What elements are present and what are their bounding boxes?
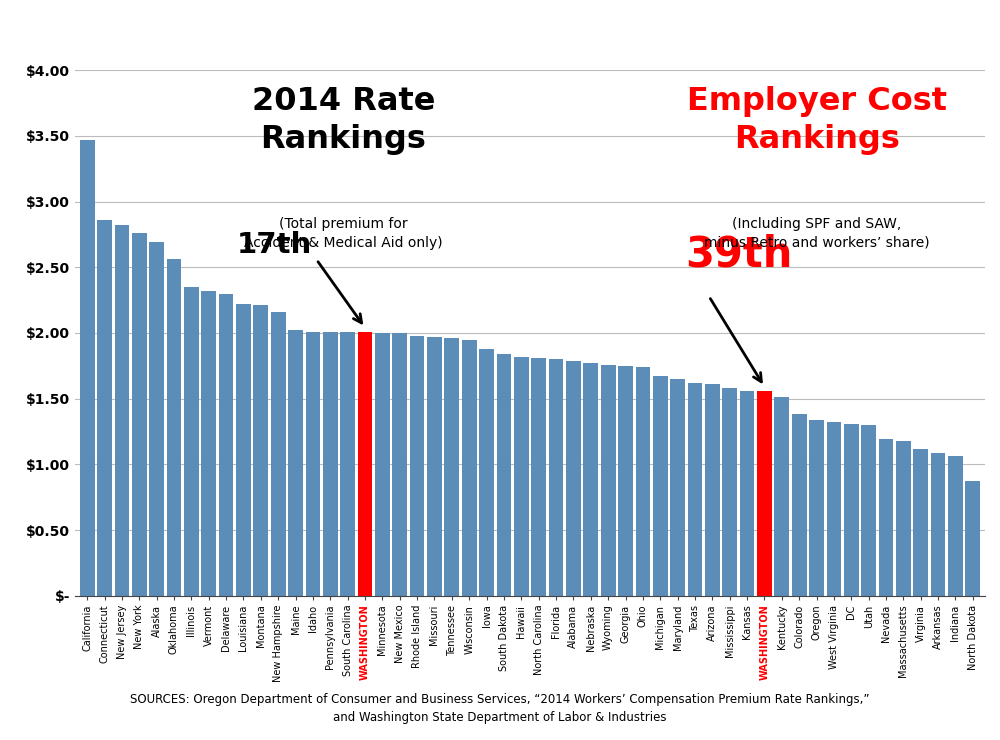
- Bar: [462, 340, 477, 596]
- Text: 17th: 17th: [237, 231, 312, 259]
- Bar: [531, 358, 546, 596]
- Bar: [670, 379, 685, 596]
- Bar: [896, 441, 911, 596]
- Bar: [253, 306, 268, 596]
- Bar: [688, 383, 702, 596]
- Bar: [514, 357, 529, 596]
- Bar: [427, 337, 442, 596]
- Bar: [601, 365, 616, 596]
- Bar: [827, 423, 841, 596]
- Bar: [722, 388, 737, 596]
- Bar: [444, 338, 459, 596]
- Text: 39th: 39th: [685, 233, 792, 275]
- Text: SOURCES: Oregon Department of Consumer and Business Services, “2014 Workers’ Com: SOURCES: Oregon Department of Consumer a…: [130, 693, 870, 724]
- Bar: [497, 354, 511, 596]
- Bar: [705, 384, 720, 596]
- Bar: [757, 391, 772, 596]
- Bar: [566, 360, 581, 596]
- Bar: [549, 359, 563, 596]
- Bar: [306, 332, 320, 596]
- Bar: [965, 482, 980, 596]
- Bar: [340, 332, 355, 596]
- Bar: [358, 332, 372, 596]
- Text: 2014 Rate
Rankings: 2014 Rate Rankings: [252, 86, 435, 155]
- Bar: [236, 304, 251, 596]
- Text: AVERAGE WORKERS’ COMPENSATION BASE RATES: AVERAGE WORKERS’ COMPENSATION BASE RATES: [52, 21, 658, 41]
- Text: (Total premium for
Accident & Medical Aid only): (Total premium for Accident & Medical Ai…: [244, 218, 443, 250]
- Bar: [618, 366, 633, 596]
- Bar: [809, 420, 824, 596]
- Bar: [844, 423, 859, 596]
- Bar: [636, 367, 650, 596]
- Bar: [948, 457, 963, 596]
- Bar: [653, 377, 668, 596]
- Bar: [219, 294, 233, 596]
- Bar: [392, 333, 407, 596]
- Text: Employer Cost
Rankings: Employer Cost Rankings: [687, 86, 947, 155]
- Bar: [792, 414, 807, 596]
- Bar: [149, 243, 164, 596]
- Bar: [167, 260, 181, 596]
- Bar: [879, 440, 893, 596]
- Bar: [323, 332, 338, 596]
- Bar: [271, 312, 286, 596]
- Text: (per $100 of payroll): (per $100 of payroll): [667, 22, 843, 41]
- Bar: [80, 140, 95, 596]
- Bar: [583, 363, 598, 596]
- Bar: [97, 220, 112, 596]
- Bar: [861, 425, 876, 596]
- Bar: [184, 287, 199, 596]
- Bar: [931, 453, 945, 596]
- Bar: [479, 349, 494, 596]
- Bar: [115, 225, 129, 596]
- Bar: [132, 233, 147, 596]
- Bar: [201, 291, 216, 596]
- Bar: [740, 391, 754, 596]
- Bar: [774, 397, 789, 596]
- Bar: [913, 448, 928, 596]
- Bar: [288, 330, 303, 596]
- Text: (Including SPF and SAW,
minus Retro and workers’ share): (Including SPF and SAW, minus Retro and …: [704, 218, 929, 250]
- Bar: [375, 333, 390, 596]
- Bar: [410, 336, 424, 596]
